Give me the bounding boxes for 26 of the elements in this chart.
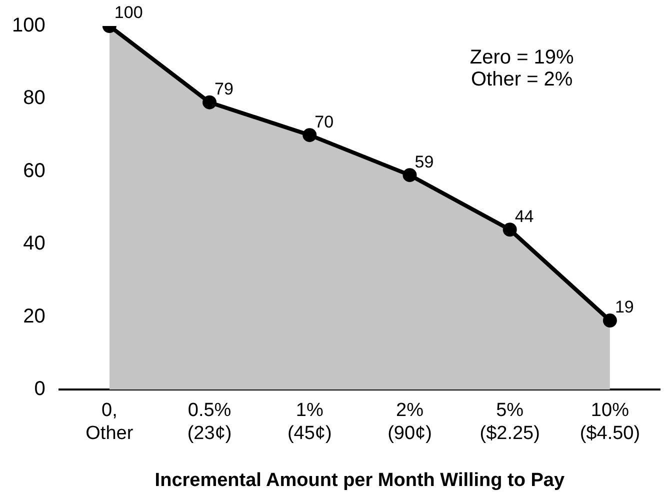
data-label: 59 [414,152,434,172]
y-tick-label: 20 [23,305,46,328]
y-tick-label: 0 [34,378,46,400]
data-label: 19 [614,298,634,317]
x-tick-label: 0.5% (23¢) [187,400,232,444]
x-axis-title: Incremental Amount per Month Willing to Pay [154,470,565,491]
annotation: Other = 2% [470,68,573,91]
point [302,128,317,142]
y-tick-label: 60 [23,160,46,182]
annotation: Zero = 19% [470,46,574,69]
point [602,314,617,328]
x-tick-label: 5% ($2.25) [480,400,540,444]
data-label: 44 [514,206,534,226]
x-tick-label: 0, Other [86,400,134,444]
x-tick-label: 10% ($4.50) [580,400,640,444]
y-tick-label: 80 [23,87,46,110]
point [402,168,417,182]
point [202,95,217,110]
data-label: 100 [114,3,143,22]
y-tick-label: 100 [12,14,46,37]
data-label: 79 [214,80,234,99]
y-tick-label: 40 [23,232,46,255]
x-tick-label: 1% (45¢) [287,400,332,444]
point [502,222,517,237]
data-label: 70 [314,112,334,132]
x-tick-label: 2% (90¢) [388,400,432,444]
